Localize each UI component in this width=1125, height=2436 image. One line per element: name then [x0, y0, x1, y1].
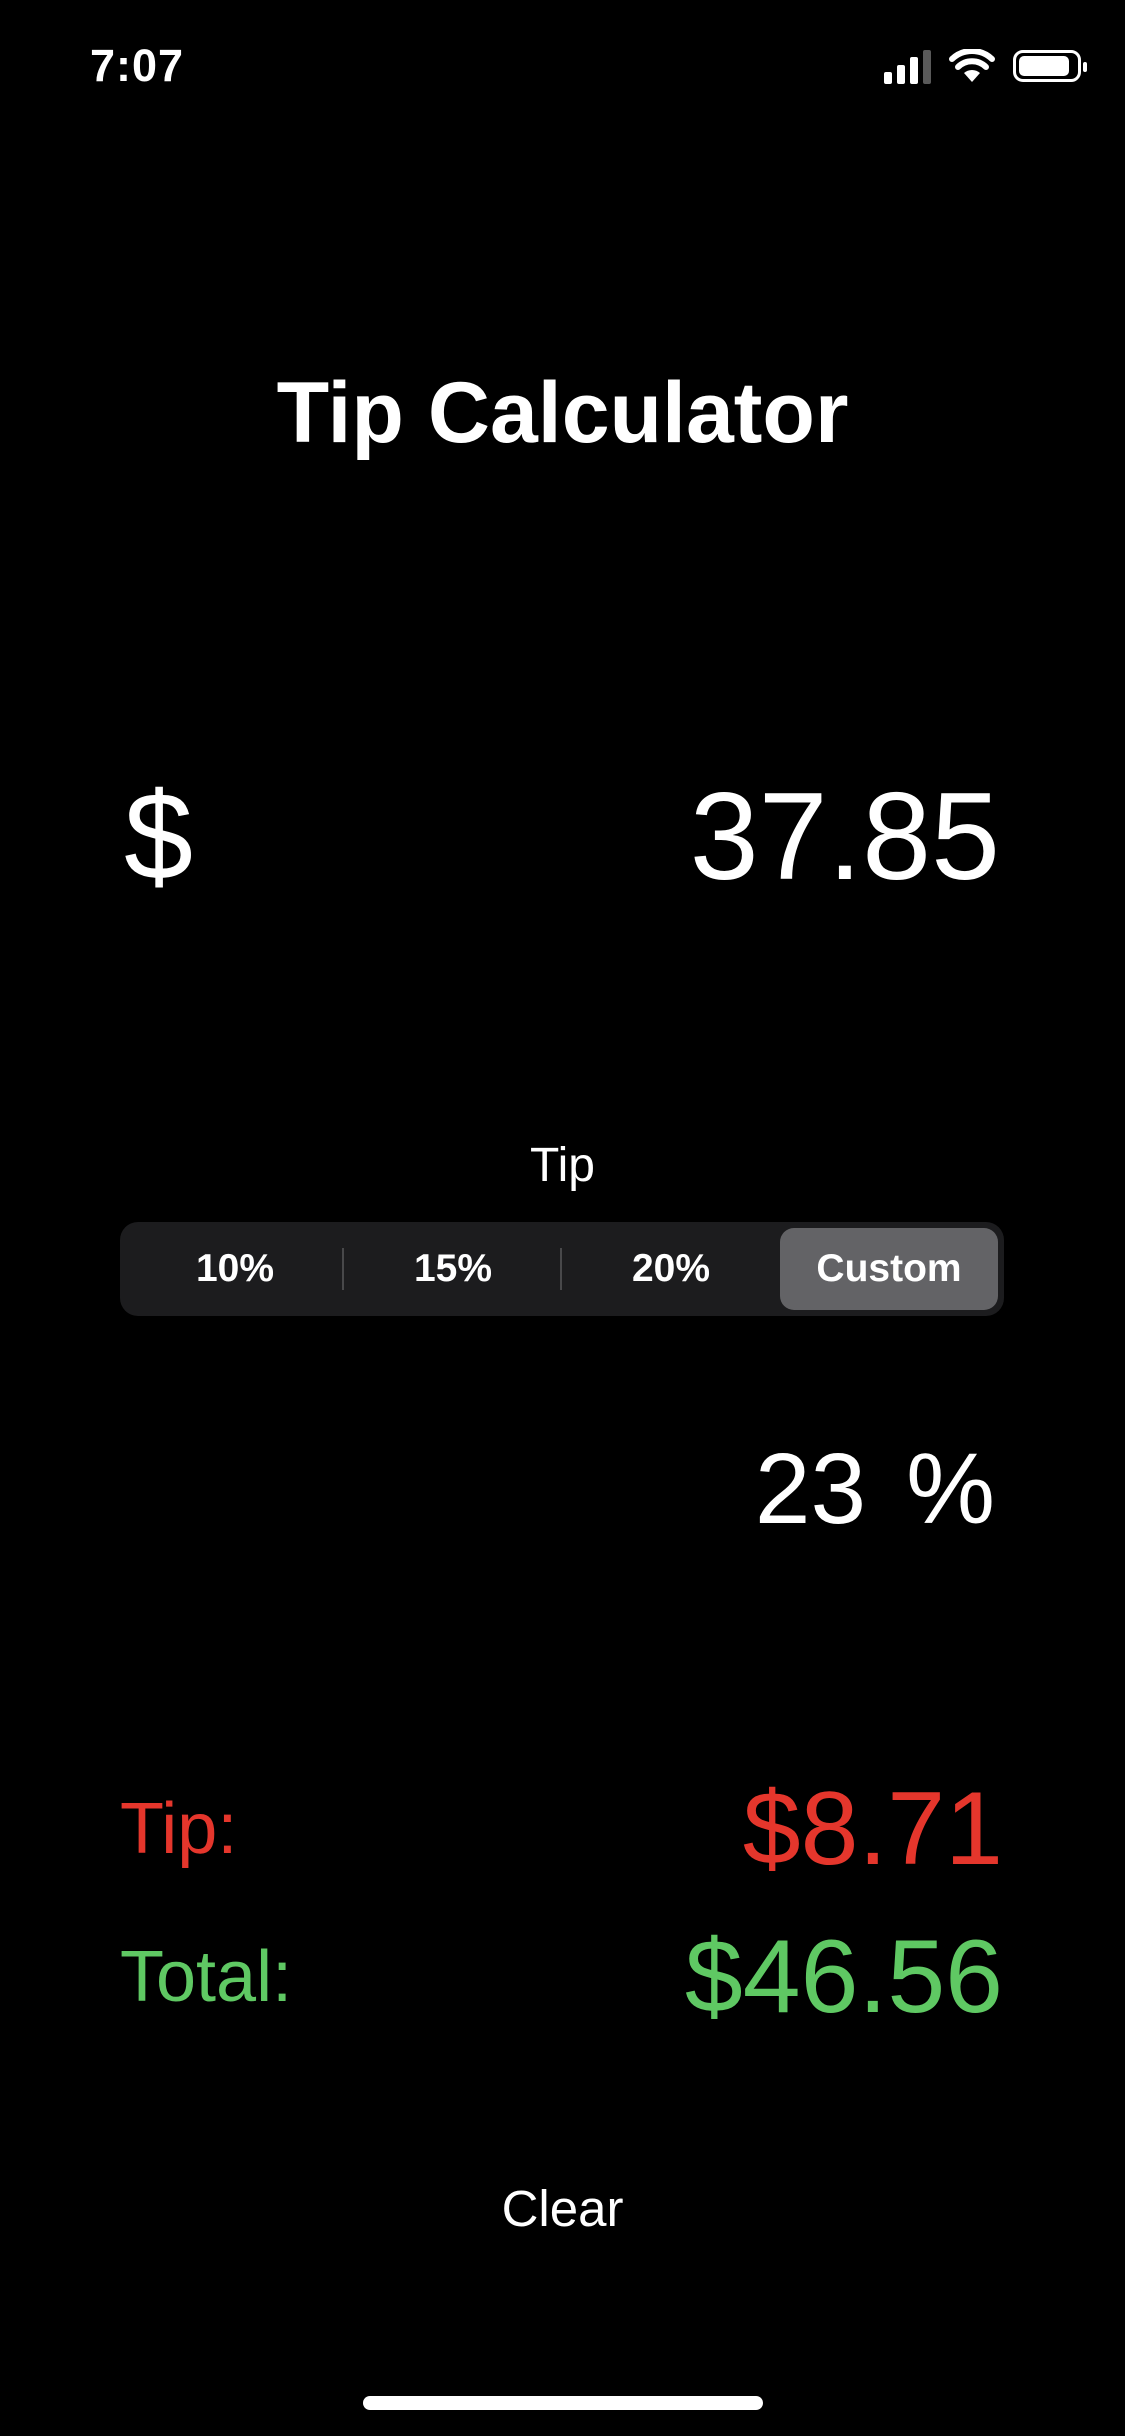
- wifi-icon: [949, 49, 995, 82]
- tip-section-label: Tip: [530, 1139, 595, 1192]
- tip-result-label: Tip:: [120, 1789, 238, 1869]
- segment-15-percent[interactable]: 15%: [344, 1228, 562, 1310]
- total-result-label: Total:: [120, 1937, 293, 2017]
- total-result-value: $46.56: [684, 1919, 1003, 2035]
- tip-percentage-segmented-control[interactable]: 10% 15% 20% Custom: [120, 1222, 1004, 1316]
- status-icons: [884, 48, 1087, 84]
- battery-icon: [1013, 50, 1087, 82]
- segment-20-percent[interactable]: 20%: [631, 1247, 711, 1290]
- battery-level: [1019, 56, 1070, 76]
- tip-result-value: $8.71: [742, 1771, 1003, 1887]
- currency-symbol: $: [124, 768, 193, 906]
- percent-sign: %: [906, 1433, 995, 1545]
- bill-amount-input[interactable]: 37.85: [689, 768, 1000, 906]
- home-indicator[interactable]: [363, 2396, 763, 2410]
- custom-tip-value-input[interactable]: 23: [754, 1433, 867, 1545]
- page-title: Tip Calculator: [276, 365, 849, 461]
- custom-tip-percentage[interactable]: 23 %: [755, 1432, 995, 1547]
- segment-10-percent[interactable]: 10%: [126, 1228, 344, 1310]
- segment-custom[interactable]: Custom: [780, 1228, 998, 1310]
- clear-button[interactable]: Clear: [0, 2178, 1125, 2239]
- cellular-signal-icon: [884, 48, 931, 84]
- status-time: 7:07: [90, 40, 185, 91]
